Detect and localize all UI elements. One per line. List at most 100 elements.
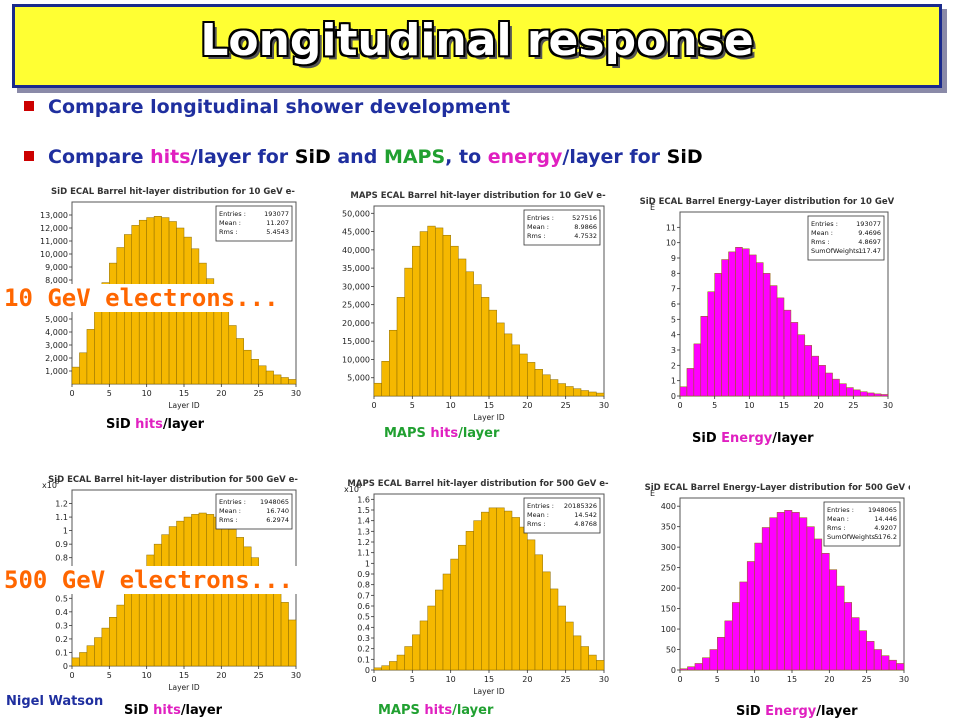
histogram-bar [273,374,282,385]
y-tick-label: 8,000 [45,276,68,285]
bullet-compare-development: Compare longitudinal shower development [24,96,510,118]
text-part: SiD [124,703,154,718]
histogram-bar [373,382,382,397]
histogram-bar [687,666,696,671]
histogram-bar [465,531,474,671]
histogram-bar [504,510,513,671]
y-tick-label: 1.3 [357,527,370,536]
histogram-bar [776,512,785,671]
histogram-bar [221,522,230,667]
histogram-bar [728,251,736,397]
histogram-bar [109,617,118,667]
stats-key: Mean : [219,507,241,515]
text-part: /layer for [562,146,667,168]
histogram-bar [116,247,125,385]
y-tick-label: 300 [661,543,676,552]
y-tick-label: 1.2 [357,538,370,547]
caption-sid-energy-500gev: SiD Energy/layer [736,704,858,719]
histogram-bar [94,305,103,385]
histogram-bar [488,309,497,397]
histogram-bar [488,507,497,671]
histogram-bar [873,649,882,671]
histogram-bar [557,383,566,397]
stats-box [523,497,601,534]
histogram-bar [829,569,838,671]
histogram-bar [373,667,382,671]
y-tick-label: 0.1 [357,655,370,664]
caption-maps-hits-10gev: MAPS hits/layer [384,426,499,441]
label-10-gev-electrons: 10 GeV electrons... [0,284,283,312]
x-tick-label: 0 [69,671,74,680]
x-tick-label: 10 [142,389,152,398]
histogram-bar [458,258,467,397]
y-tick-label: 0.4 [357,623,370,632]
histogram-bar [580,390,589,397]
x-tick-label: 25 [561,401,571,410]
stats-value: 6.2974 [266,516,289,524]
x-tick-label: 30 [291,671,301,680]
y-tick-label: 350 [661,523,676,532]
y-tick-label: 1.5 [357,506,370,515]
histogram-bar [236,338,244,385]
caption-maps-hits-500gev: MAPS hits/layer [378,703,493,718]
y-tick-label: 0 [63,662,68,671]
histogram-bar [124,592,132,667]
histogram-bar [458,544,467,671]
y-tick-label: 1 [365,559,370,568]
bullet-compare-hits-energy: Compare hits/layer for SiD and MAPS, to … [24,146,703,168]
y-tick-label: 0.9 [55,540,68,549]
histogram-bar [804,345,812,397]
x-tick-label: 10 [744,401,754,410]
histogram-bar [818,365,826,397]
histogram-bar [881,655,890,671]
x-tick-label: 15 [179,671,189,680]
histogram-bar [389,661,398,671]
histogram-bar [866,392,875,397]
y-tick-label: 0.5 [357,613,370,622]
stats-key: SumOfWeights : [827,533,879,541]
x-tick-label: 10 [446,401,456,410]
histogram-bar [404,267,413,397]
histogram-bar [427,225,436,397]
x-tick-label: 0 [69,389,74,398]
histogram-bar [473,284,482,397]
histogram-bar [511,517,520,671]
stats-value: 20185326 [564,502,597,510]
y-tick-label: 0.8 [357,581,370,590]
histogram-bar [198,262,207,385]
histogram-bar [749,254,757,397]
histogram-bar [700,316,708,397]
text-part: /layer [180,703,223,718]
y-tick-label: 4,000 [45,328,68,337]
y-tick-label: 0.5 [55,594,68,603]
histogram-bar [419,620,428,671]
x-tick-label: 0 [371,675,376,684]
histogram-bar [265,370,274,385]
text-part: SiD [294,146,331,168]
histogram-bar [250,359,259,385]
histogram-bar [694,663,703,671]
histogram-bar [797,334,806,397]
bullet-square-icon [24,100,34,111]
stats-box [215,493,293,530]
y-tick-label: 400 [661,502,676,511]
histogram-bar [821,553,830,671]
histogram-bar [243,546,252,667]
y-tick-label: 6 [671,300,676,309]
histogram-bar [534,369,543,397]
histogram-bar [168,526,177,667]
stats-value: 14.446 [874,515,897,523]
x-tick-label: 5 [107,671,112,680]
x-tick-label: 25 [848,401,858,410]
histogram-bar [161,534,170,667]
x-tick-label: 20 [522,675,532,684]
stats-key: Rms : [827,524,846,532]
y-tick-label: 9,000 [45,263,68,272]
x-tick-label: 15 [779,401,789,410]
histogram-bar [419,231,428,397]
stats-value: 14.542 [574,511,597,519]
histogram-bar [702,657,711,671]
y-tick-label: 0 [365,666,370,675]
histogram-bar [396,297,405,397]
histogram-bar [866,641,875,671]
